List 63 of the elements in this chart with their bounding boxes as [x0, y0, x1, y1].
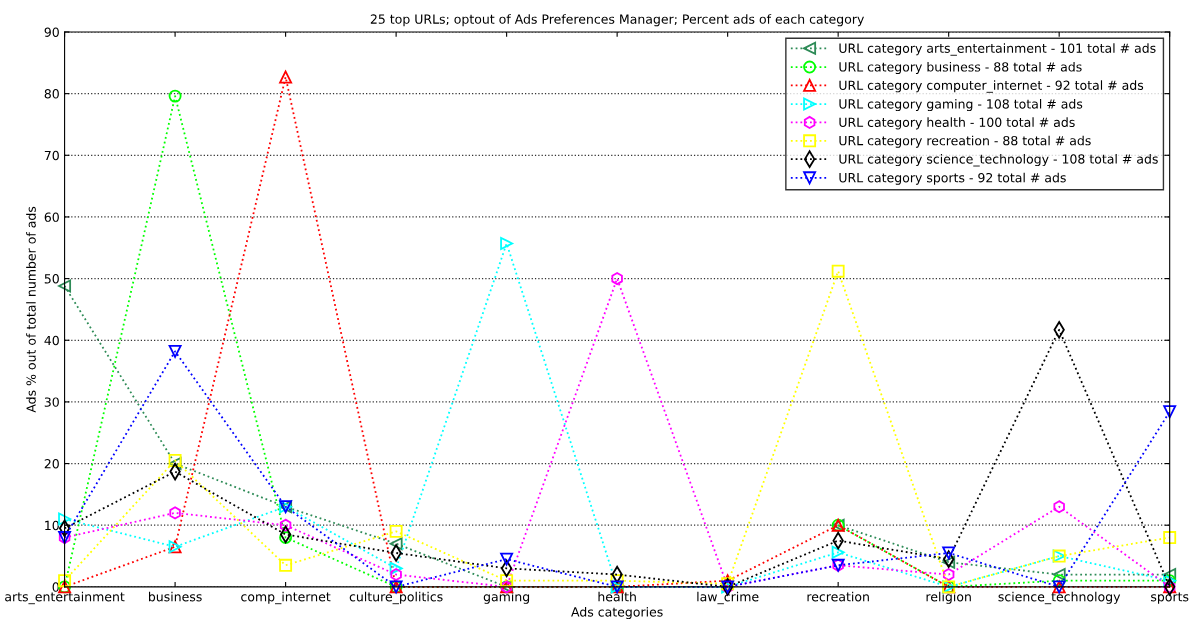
point [1163, 405, 1177, 419]
point [610, 574, 624, 588]
point [1053, 500, 1065, 514]
point [500, 236, 514, 250]
point [168, 454, 182, 467]
y-tick-label: 20 [44, 459, 59, 469]
point [389, 561, 403, 575]
point [500, 552, 514, 566]
point [58, 574, 72, 588]
y-axis-title: Ads % out of total number of ads [26, 206, 36, 413]
legend-label: URL category gaming - 108 total # ads [839, 98, 1083, 112]
y-tick-label: 90 [44, 27, 59, 37]
y-tick-label: 30 [44, 397, 59, 407]
x-tick-label: comp_internet [241, 591, 331, 605]
x-tick-label: culture_politics [349, 591, 443, 605]
point [168, 457, 182, 471]
point [389, 524, 403, 538]
legend-label: URL category computer_internet - 92 total # ads [839, 80, 1144, 93]
x-tick-label: business [148, 591, 202, 602]
point [942, 568, 955, 582]
point [611, 272, 623, 286]
point [500, 574, 514, 588]
legend-label: URL category business - 88 total # ads [839, 61, 1082, 75]
point [942, 555, 956, 569]
y-tick-label: 10 [45, 520, 59, 531]
legend-label: URL category sports - 92 total # ads [839, 172, 1066, 185]
point [168, 344, 182, 358]
point [169, 506, 181, 520]
x-tick-label: sports [1151, 592, 1189, 604]
point [390, 568, 402, 582]
x-tick-label: gaming [483, 591, 530, 604]
x-tick-label: religion [926, 591, 971, 604]
y-tick-label: 80 [44, 89, 59, 99]
point [279, 518, 292, 532]
point [389, 537, 403, 551]
x-axis-title: Ads categories [571, 606, 663, 620]
point [58, 279, 72, 293]
point [168, 89, 182, 103]
x-tick-label: science_technology [998, 591, 1121, 605]
point [1163, 568, 1177, 582]
x-tick-label: arts_entertainment [5, 591, 125, 605]
legend-label: URL category arts_entertainment - 101 total # ads [839, 43, 1156, 56]
legend-label: URL category recreation - 88 total # ads [839, 135, 1091, 148]
y-tick-label: 0 [52, 582, 59, 592]
point [831, 545, 845, 559]
point [279, 70, 293, 84]
y-tick-label: 50 [44, 274, 59, 284]
point [1052, 568, 1066, 582]
legend-label: URL category science_technology - 108 total # ads [839, 154, 1158, 167]
point [58, 512, 72, 526]
point [279, 558, 293, 572]
point [831, 264, 845, 278]
y-tick-label: 40 [44, 335, 59, 346]
point [279, 531, 293, 545]
point [1163, 531, 1177, 545]
y-tick-label: 60 [44, 212, 59, 222]
point [942, 546, 956, 560]
x-tick-label: health [598, 591, 636, 602]
chart-title: 25 top URLs; optout of Ads Preferences Manager; Percent ads of each category [370, 14, 864, 27]
y-tick-label: 70 [44, 150, 59, 161]
x-tick-label: law_crime [697, 591, 759, 605]
x-tick-label: recreation [807, 591, 869, 602]
legend-label: URL category health - 100 total # ads [839, 117, 1075, 130]
